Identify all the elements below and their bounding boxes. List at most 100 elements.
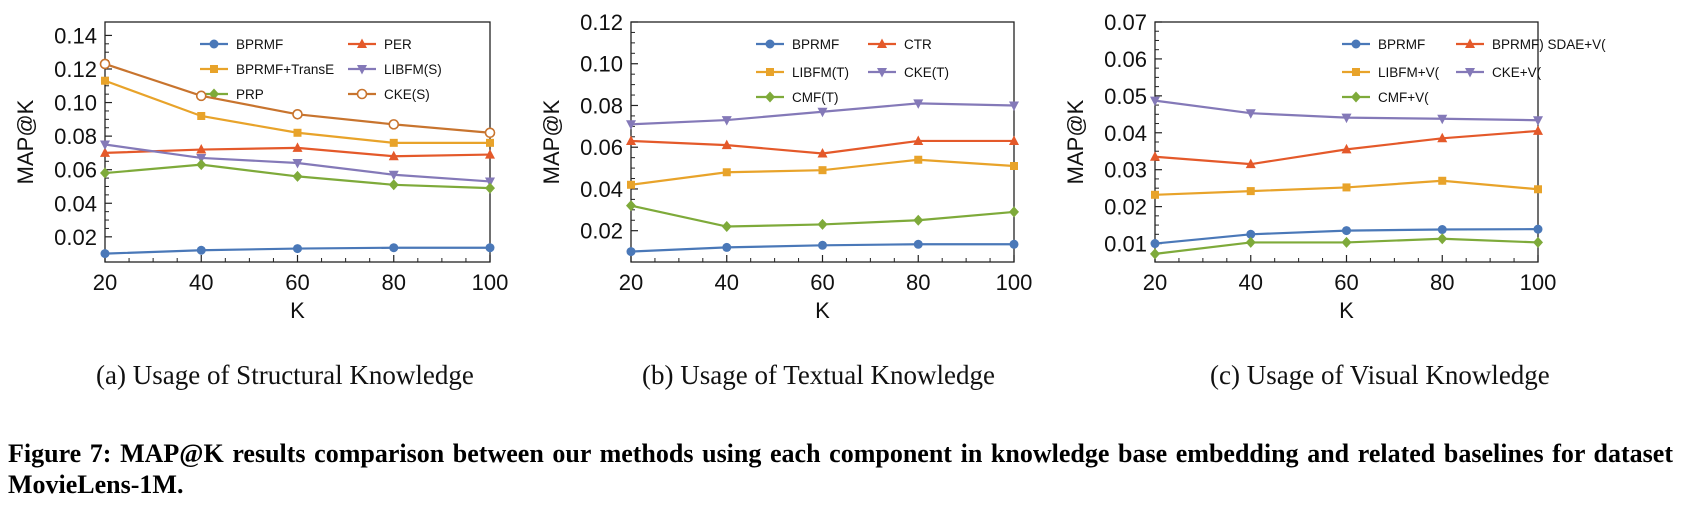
legend-entry-libfm-s: LIBFM(S) <box>348 62 442 77</box>
legend-label: LIBFM+V( <box>1378 65 1440 80</box>
legend-label: PER <box>384 37 412 52</box>
y-tick-label: 0.03 <box>1104 158 1147 183</box>
legend-label: CKE(T) <box>904 65 949 80</box>
y-tick-label: 0.02 <box>54 225 97 250</box>
data-point <box>1437 132 1448 143</box>
legend-entry-bprmf: BPRMF <box>1342 37 1425 52</box>
legend-marker <box>210 65 218 73</box>
legend-label: CMF(T) <box>792 90 838 105</box>
data-point <box>817 107 828 118</box>
legend-label: BPRMF) SDAE+V( <box>1492 37 1606 52</box>
data-point <box>1245 158 1256 169</box>
data-point <box>1246 187 1255 196</box>
legend-label: PRP <box>236 87 264 102</box>
legend-entry-bprmf-sdae-v: BPRMF) SDAE+V( <box>1456 37 1606 52</box>
data-point <box>913 99 924 109</box>
data-point <box>1245 109 1256 119</box>
data-point <box>388 179 399 191</box>
data-point <box>626 200 636 212</box>
data-point <box>485 149 495 159</box>
legend-marker <box>877 38 887 48</box>
legend-label: CMF+V( <box>1378 90 1429 105</box>
x-tick-label: 100 <box>472 270 509 295</box>
y-tick-label: 0.02 <box>580 219 623 244</box>
data-point <box>196 153 207 164</box>
data-point <box>486 138 494 147</box>
legend-marker <box>766 68 774 76</box>
x-tick-label: 60 <box>285 270 309 295</box>
y-tick-label: 0.10 <box>580 52 623 77</box>
legend-marker <box>357 38 367 48</box>
legend-entry-prp: PRP <box>200 87 264 102</box>
series-libfm-v <box>1151 176 1542 199</box>
data-point <box>389 243 399 253</box>
x-axis-label: K <box>815 298 830 323</box>
data-point <box>817 218 828 230</box>
y-tick-label: 0.12 <box>54 57 97 82</box>
data-point <box>195 90 207 102</box>
legend-label: LIBFM(S) <box>384 62 442 77</box>
data-point <box>1533 125 1543 135</box>
y-tick-label: 0.04 <box>54 191 97 216</box>
data-point <box>1010 162 1018 170</box>
data-point <box>1438 176 1447 185</box>
data-point <box>817 147 828 158</box>
legend-marker <box>357 65 367 75</box>
chart-textual-knowledge: 0.02 0.04 0.06 0.08 0.10 0.12 20 40 60 80 100 K MAP@… <box>539 10 1032 323</box>
legend-label: CKE(S) <box>384 87 430 102</box>
legend-marker <box>209 39 219 49</box>
x-tick-label: 80 <box>906 270 930 295</box>
plot-frame <box>1154 21 1539 263</box>
y-tick-label: 0.01 <box>1104 232 1147 257</box>
legend-label: BPRMF <box>792 37 839 52</box>
legend-marker <box>356 88 368 100</box>
y-tick-label: 0.12 <box>580 10 623 35</box>
legend-entry-ctr: CTR <box>868 37 932 52</box>
data-point <box>1009 101 1019 111</box>
y-tick-label: 0.02 <box>1104 195 1147 220</box>
data-point <box>1437 225 1447 235</box>
data-point <box>626 135 636 145</box>
legend-marker <box>1352 68 1360 76</box>
data-point <box>389 138 398 147</box>
chart-visual-knowledge: 0.01 0.02 0.03 0.04 0.05 0.06 0.07 20 40 60 80 100 K… <box>1063 10 1606 323</box>
data-point <box>913 214 924 226</box>
data-point <box>197 111 206 120</box>
data-point <box>1437 233 1448 245</box>
series-bprmf <box>100 243 495 259</box>
data-point <box>1341 113 1352 124</box>
legend-entry-cmf-v: CMF+V( <box>1342 90 1429 105</box>
legend-marker <box>1465 68 1475 78</box>
data-point <box>1341 143 1352 154</box>
data-point <box>292 142 303 152</box>
data-point <box>1245 236 1256 248</box>
data-point <box>626 247 636 257</box>
data-point <box>293 128 302 137</box>
data-point <box>1342 183 1351 192</box>
y-tick-label: 0.06 <box>580 135 623 160</box>
legend-label: CKE+V( <box>1492 65 1542 80</box>
y-tick-label: 0.06 <box>1104 47 1147 72</box>
y-tick-label: 0.10 <box>54 91 97 116</box>
data-point <box>1533 236 1543 248</box>
legend-marker <box>765 39 775 49</box>
y-tick-label: 0.08 <box>54 124 97 149</box>
legend-entry-per: PER <box>348 37 412 52</box>
legend-marker <box>877 68 887 78</box>
series-bprmf-sdae-v <box>1150 125 1543 169</box>
data-point <box>913 135 924 145</box>
data-point <box>1009 239 1019 249</box>
data-point <box>100 249 110 259</box>
data-point <box>1533 116 1543 126</box>
data-point <box>100 140 110 151</box>
x-tick-label: 40 <box>715 270 739 295</box>
x-tick-label: 20 <box>619 270 643 295</box>
data-point <box>1533 224 1543 234</box>
legend-label: BPRMF <box>236 37 283 52</box>
x-tick-label: 40 <box>189 270 213 295</box>
x-tick-label: 80 <box>1430 270 1454 295</box>
series-libfm-t <box>627 155 1018 189</box>
data-point <box>1437 114 1448 125</box>
series-cmf-t <box>626 200 1019 233</box>
